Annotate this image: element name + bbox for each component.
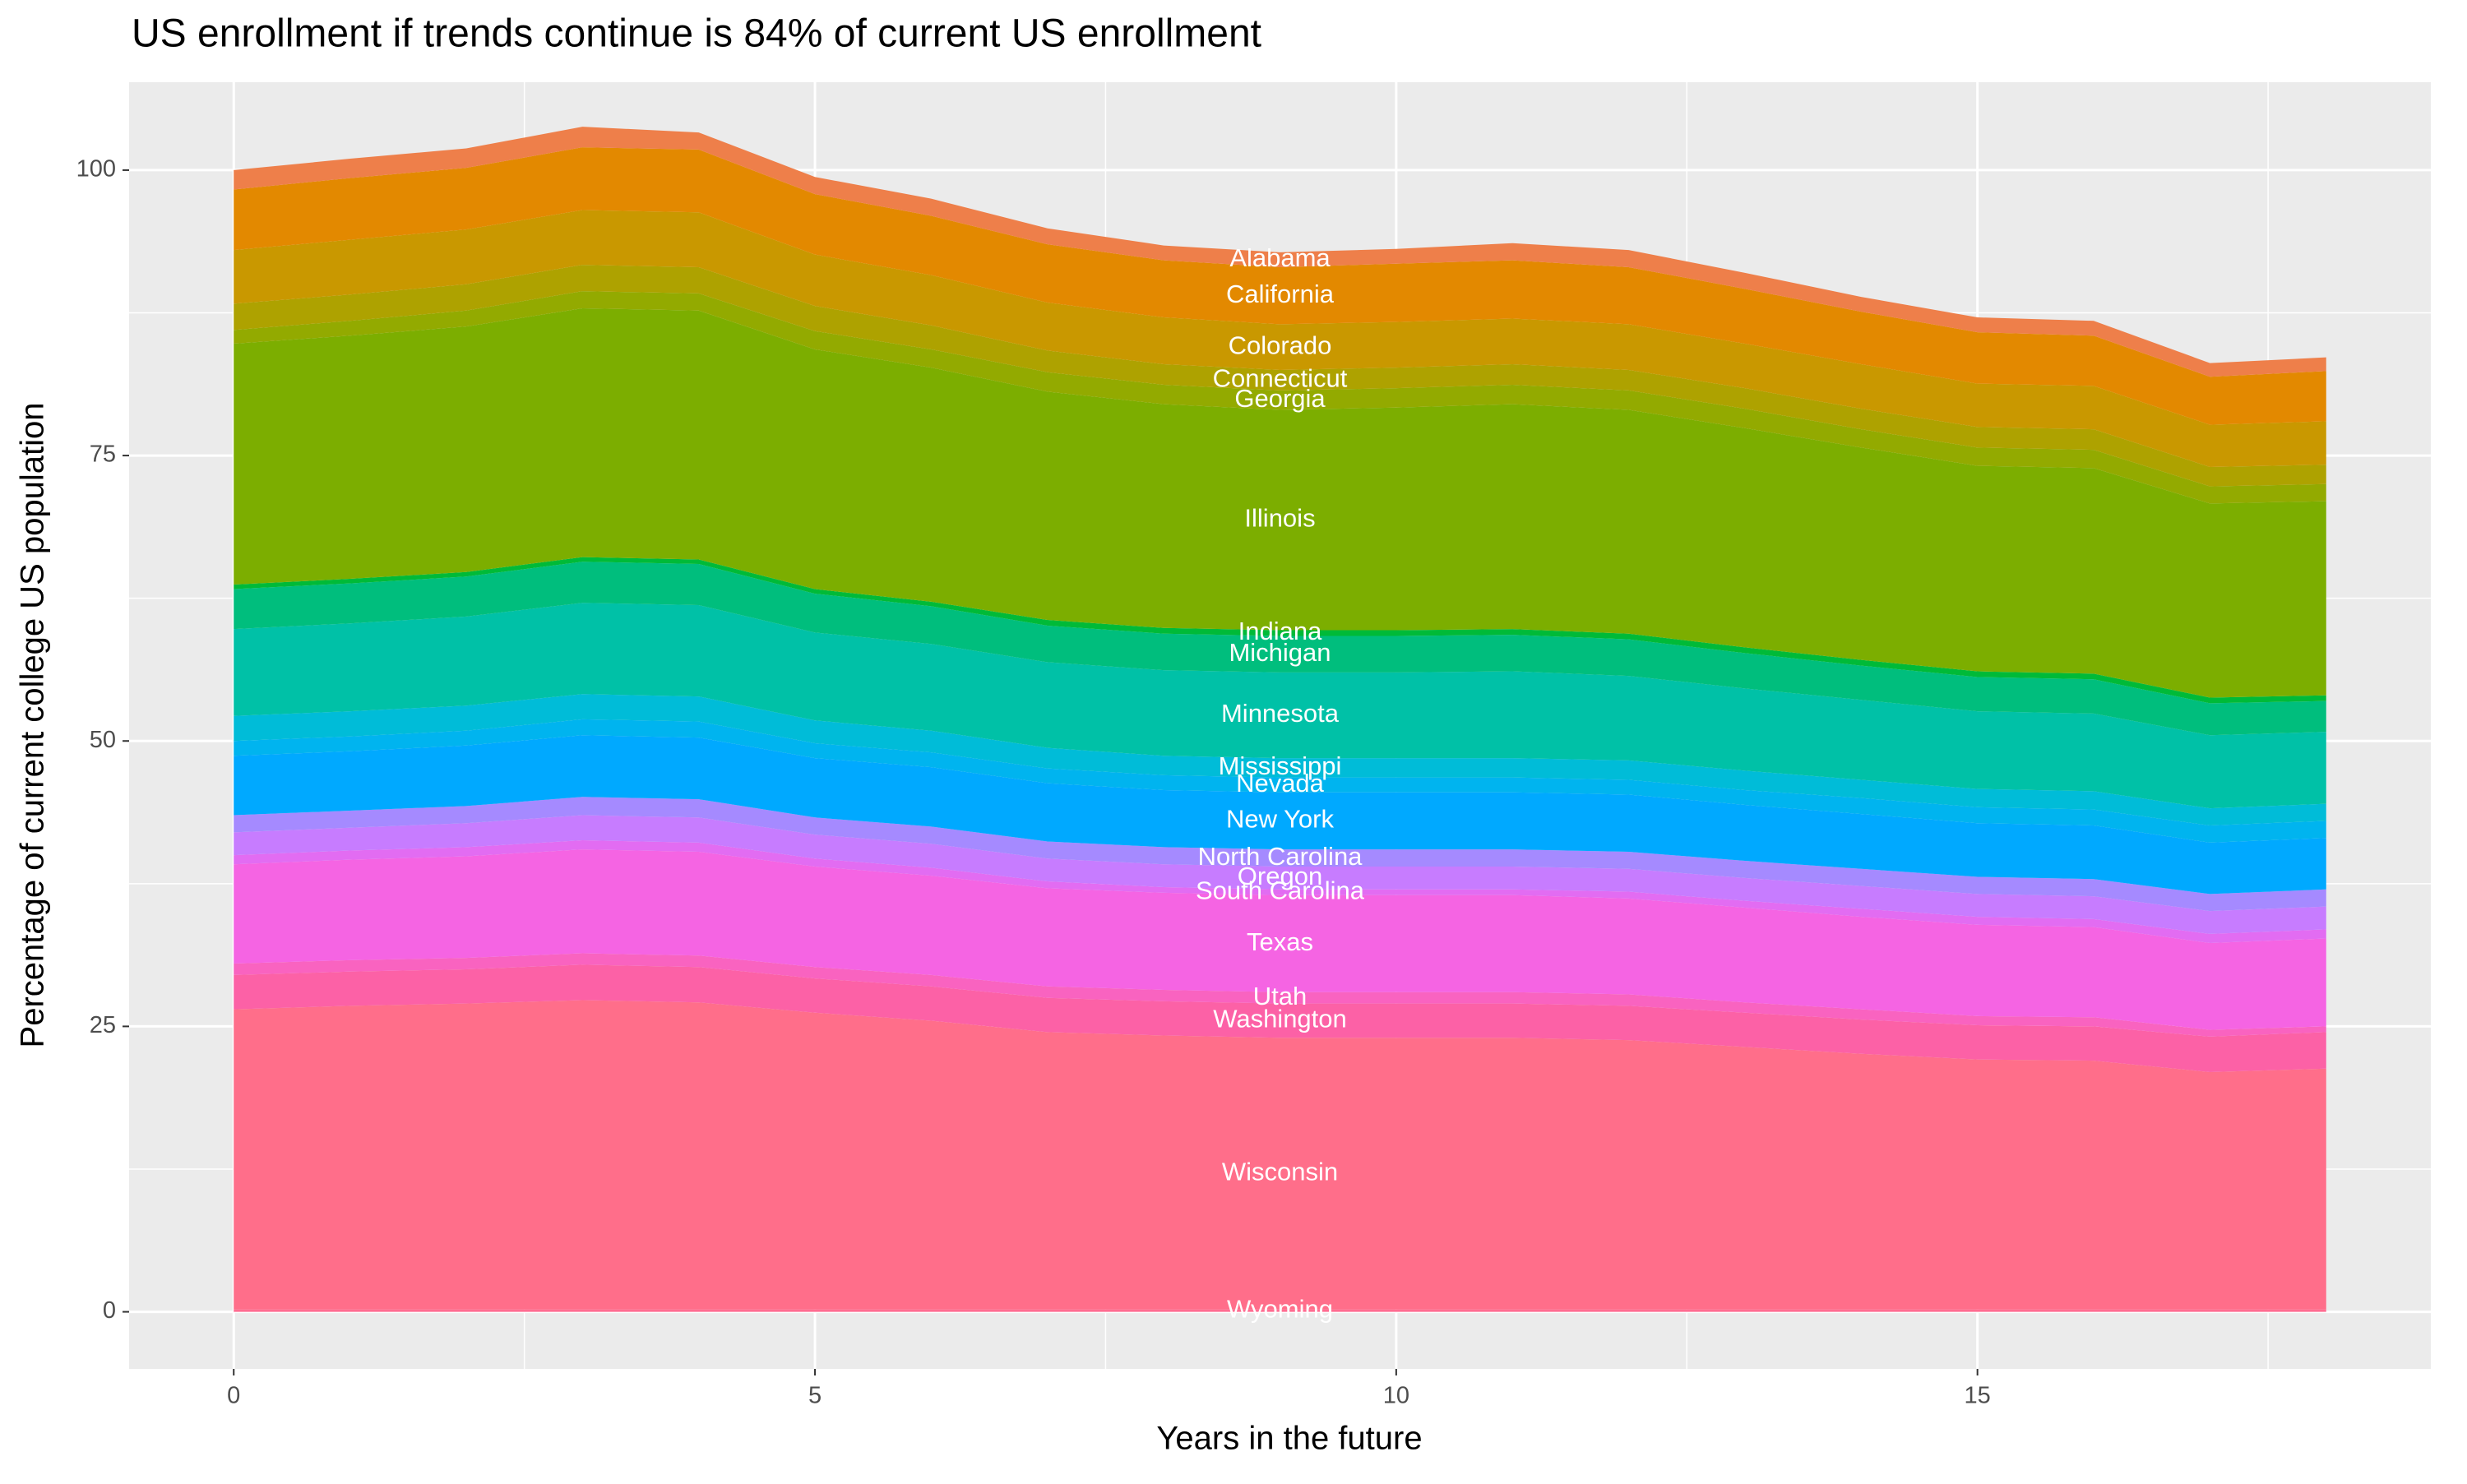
y-tick-label: 50 [90,727,116,753]
y-axis-title: Percentage of current college US populat… [15,403,51,1048]
area [234,953,2326,1037]
x-axis-title: Years in the future [1156,1421,1422,1457]
area-label: Connecticut [1213,364,1348,393]
area-label: Wisconsin [1222,1158,1338,1186]
x-tick-label: 10 [1383,1383,1409,1409]
area-label: Mississippi [1219,751,1342,780]
area-label: South Carolina [1196,876,1365,904]
area [234,719,2326,843]
area-label: Illinois [1244,504,1315,533]
area [234,147,2326,425]
area [234,307,2326,698]
x-tick-label: 5 [808,1383,822,1409]
area-label: Oregon [1238,862,1322,890]
area [234,815,2326,934]
area [234,1000,2326,1310]
area-label: Minnesota [1221,699,1340,728]
area [234,797,2326,912]
area [234,265,2326,487]
y-tick-label: 75 [90,442,116,468]
area-label: California [1226,280,1335,308]
area-label: Wyoming [1227,1294,1333,1323]
area-label: Utah [1253,982,1307,1010]
area [234,735,2326,895]
area-label: Nevada [1236,769,1325,797]
area-label: North Carolina [1198,842,1363,871]
x-tick-label: 15 [1965,1383,1991,1409]
area-label: Georgia [1234,384,1326,413]
area [234,964,2326,1072]
area [234,694,2326,826]
area [234,562,2326,736]
area-label: Indiana [1238,617,1322,645]
area [234,1309,2326,1312]
y-tick-label: 0 [103,1297,116,1324]
area-label: Colorado [1229,331,1332,359]
area [234,291,2326,504]
area-label: Michigan [1229,638,1331,667]
x-tick-label: 0 [227,1383,240,1409]
y-tick-label: 25 [90,1012,116,1038]
area-label: Texas [1247,927,1313,956]
area-label: Washington [1213,1005,1347,1033]
area [234,127,2326,377]
chart-title: US enrollment if trends continue is 84% … [132,12,1261,56]
area-label: New York [1226,805,1334,834]
y-tick-label: 100 [76,156,116,183]
area [234,849,2326,1030]
area [234,840,2326,944]
area [234,210,2326,467]
area [234,603,2326,809]
area-label: Alabama [1229,243,1331,272]
